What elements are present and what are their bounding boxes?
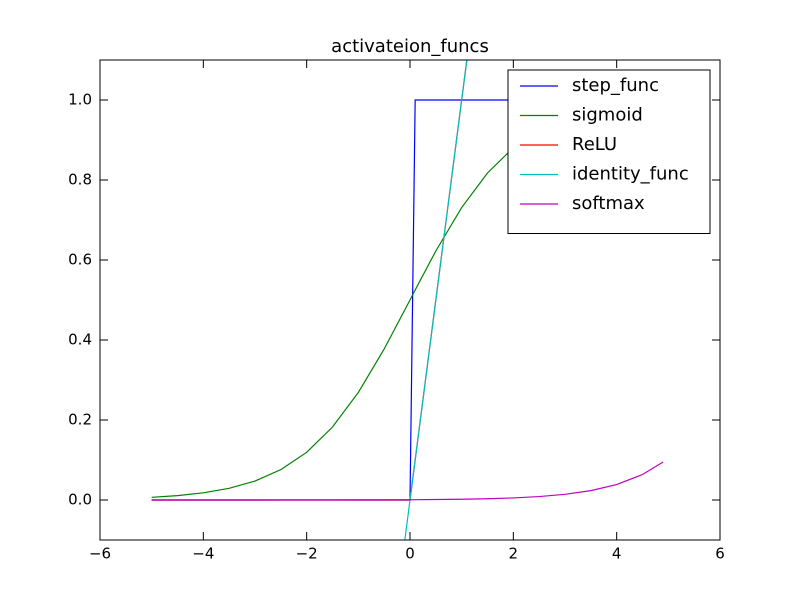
x-tick-label: −6	[89, 545, 111, 563]
y-tick-label: 0.8	[68, 171, 92, 189]
x-tick-label: −4	[192, 545, 214, 563]
legend-label: step_func	[572, 75, 659, 96]
y-tick-label: 0.4	[68, 331, 92, 349]
legend-label: identity_func	[572, 164, 689, 185]
x-tick-label: 2	[509, 545, 519, 563]
x-tick-label: 0	[405, 545, 415, 563]
series-line	[151, 461, 664, 501]
y-tick-label: 0.2	[68, 411, 92, 429]
legend-label: softmax	[572, 193, 645, 214]
chart-title: activateion_funcs	[331, 36, 489, 57]
x-tick-label: −2	[296, 545, 318, 563]
legend-label: sigmoid	[572, 105, 643, 126]
series-line	[404, 60, 468, 540]
y-tick-label: 0.6	[68, 251, 92, 269]
y-tick-label: 0.0	[68, 491, 92, 509]
x-tick-label: 6	[715, 545, 725, 563]
legend-box	[507, 69, 711, 234]
legend-label: ReLU	[572, 134, 617, 155]
y-tick-label: 1.0	[68, 91, 92, 109]
axes: −6 −4 −2 0 2 4 6 0.0 0.2 0.4 0.6 0.8 1.0	[68, 59, 725, 563]
x-tick-label: 4	[612, 545, 622, 563]
